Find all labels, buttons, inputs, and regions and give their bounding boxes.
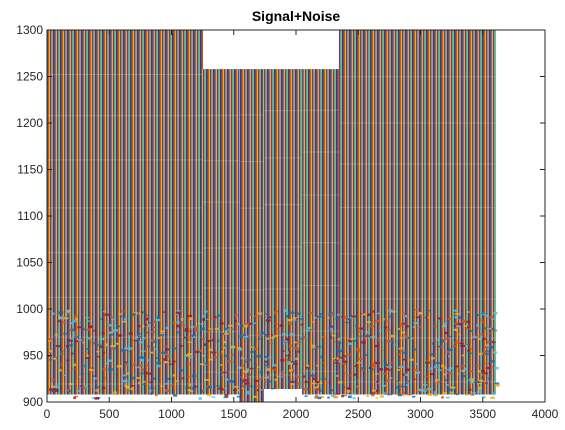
x-tick-label: 1500 <box>220 407 247 421</box>
y-tick-label: 1200 <box>16 116 43 130</box>
y-tick-label: 1300 <box>16 23 43 37</box>
y-tick-label: 900 <box>23 395 43 409</box>
y-tick-label: 1050 <box>16 256 43 270</box>
y-tick-label: 1250 <box>16 70 43 84</box>
chart-title: Signal+Noise <box>252 8 341 24</box>
x-tick-label: 3500 <box>469 407 496 421</box>
trace-region-1 <box>201 68 241 395</box>
x-tick-label: 4000 <box>532 407 559 421</box>
y-tick-label: 950 <box>23 349 43 363</box>
x-tick-label: 1000 <box>158 407 185 421</box>
y-tick-label: 1150 <box>17 163 43 177</box>
y-tick-label: 1000 <box>16 302 43 316</box>
x-tick-label: 500 <box>99 407 119 421</box>
axes: 0 500 1000 1500 2000 2500 3000 3500 4000 900 950 10… <box>16 23 558 421</box>
trace-region-5 <box>338 30 497 395</box>
x-tick-label: 3000 <box>407 407 434 421</box>
y-tick-label: 1100 <box>17 209 43 223</box>
trace-region-3 <box>262 68 304 389</box>
noise-speckle <box>47 309 500 400</box>
x-tick-label: 2500 <box>345 407 372 421</box>
x-tick-label: 2000 <box>283 407 310 421</box>
trace-region-4 <box>301 68 341 395</box>
x-tick-label: 0 <box>44 407 51 421</box>
signal-traces <box>47 30 500 402</box>
